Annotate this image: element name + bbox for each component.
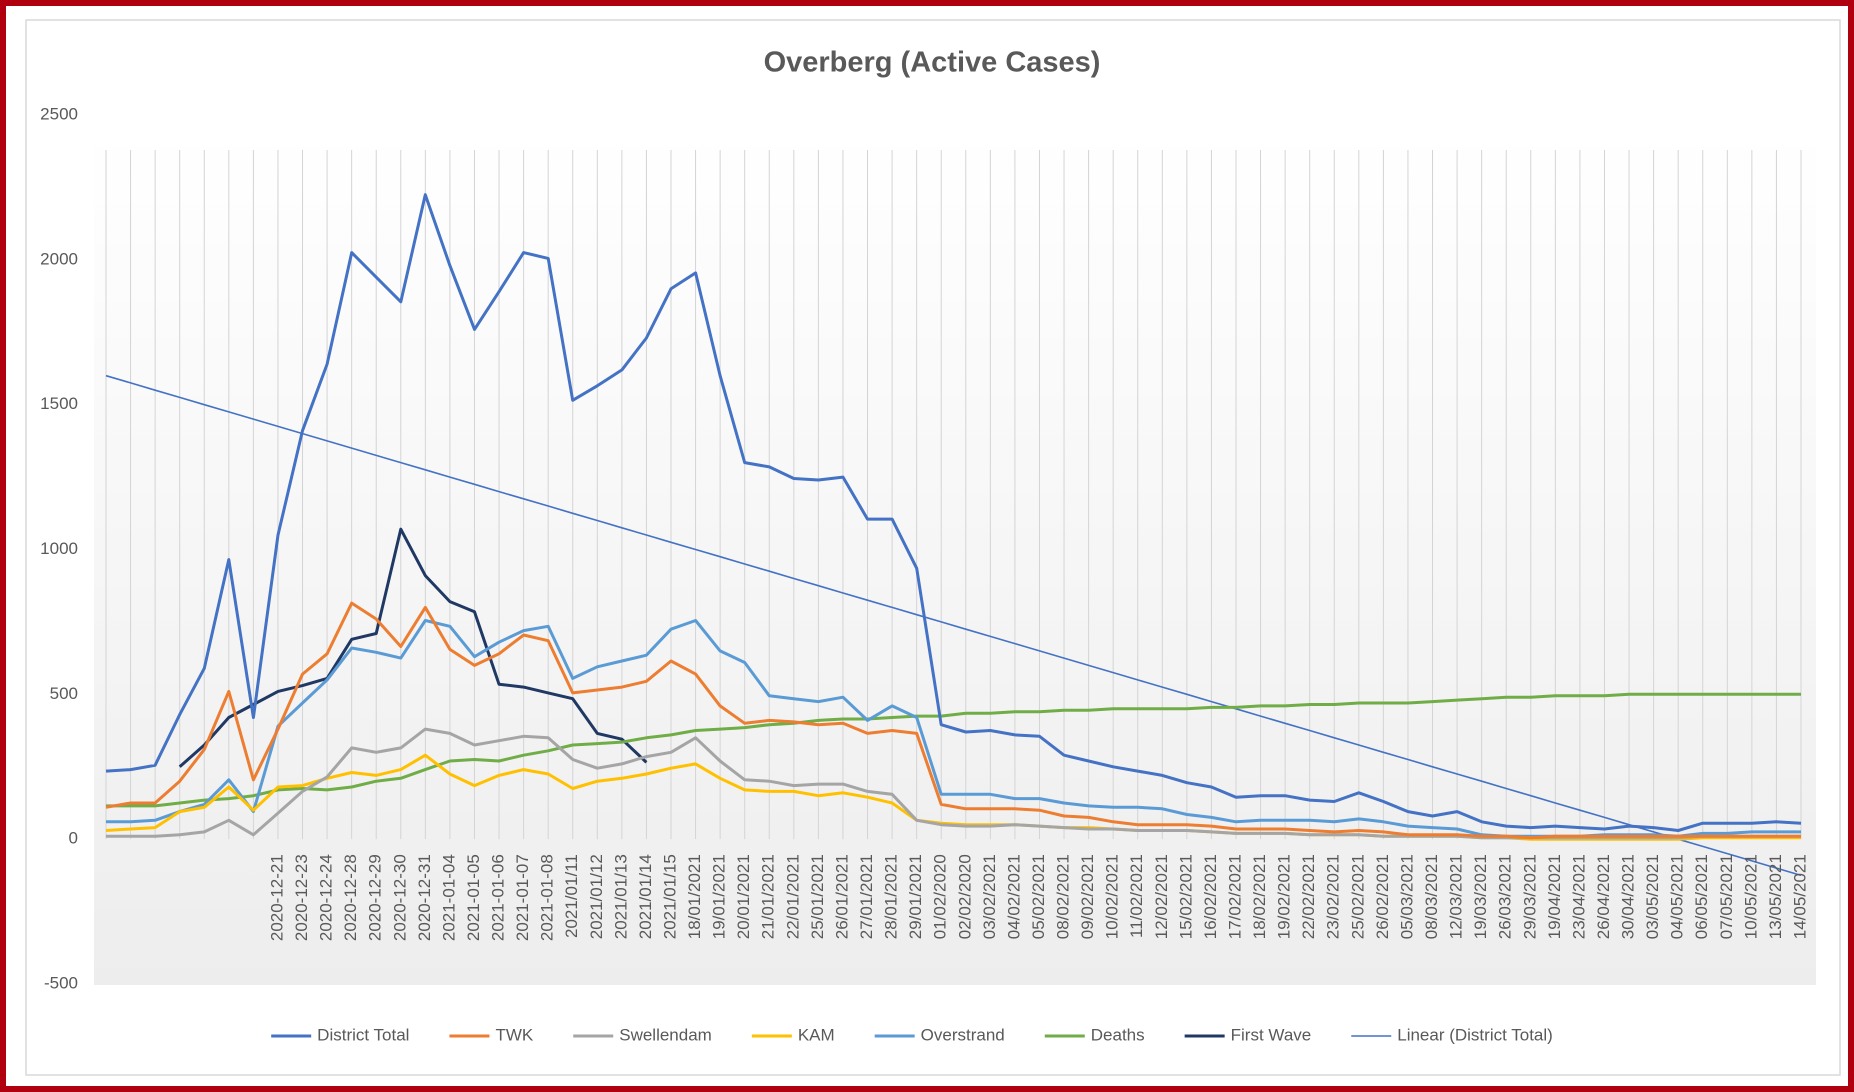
- x-tick-label: 19/02/2021: [1275, 854, 1294, 939]
- y-tick-label: 500: [50, 684, 78, 703]
- x-tick-label: 26/02/2021: [1373, 854, 1392, 939]
- x-tick-label: 29/01/2021: [906, 854, 925, 939]
- x-tick-label: 10/02/2021: [1103, 854, 1122, 939]
- series-line: [106, 692, 1801, 808]
- legend-item: Swellendam: [573, 1025, 712, 1044]
- x-tick-label: 2021/01/12: [587, 854, 606, 939]
- legend-label: Swellendam: [619, 1025, 712, 1044]
- x-tick-label: 01/02/2020: [931, 854, 950, 939]
- x-tick-label: 03/05/2021: [1643, 854, 1662, 939]
- x-tick-label: 29/03/2021: [1520, 854, 1539, 939]
- x-tick-label: 25/01/2021: [808, 854, 827, 939]
- legend-item: Linear (District Total): [1351, 1025, 1553, 1044]
- plot-area: [94, 130, 1816, 985]
- x-tick-label: 12/03/2021: [1447, 854, 1466, 939]
- x-tick-label: 30/04/2021: [1619, 854, 1638, 939]
- x-tick-label: 08/02/2021: [1054, 854, 1073, 939]
- x-tick-label: 08/03/2021: [1422, 854, 1441, 939]
- x-tick-label: 13/05/2021: [1766, 854, 1785, 939]
- y-tick-label: 0: [69, 829, 78, 848]
- y-tick-label: 1000: [40, 539, 78, 558]
- x-tick-label: 15/02/2021: [1176, 854, 1195, 939]
- x-tick-label: 23/04/2021: [1569, 854, 1588, 939]
- x-tick-label: 2021/01/11: [562, 854, 581, 938]
- x-tick-label: 2020-12-23: [292, 854, 311, 941]
- legend-item: District Total: [271, 1025, 409, 1044]
- legend-label: Overstrand: [921, 1025, 1005, 1044]
- x-tick-label: 26/03/2021: [1496, 854, 1515, 939]
- x-tick-label: 26/01/2021: [832, 854, 851, 939]
- legend-item: Deaths: [1044, 1025, 1145, 1044]
- legend-item: Overstrand: [874, 1025, 1005, 1044]
- x-tick-label: 05/03/2021: [1397, 854, 1416, 939]
- x-tick-label: 2021-01-05: [464, 854, 483, 941]
- x-tick-label: 22/02/2021: [1299, 854, 1318, 939]
- legend-label: Deaths: [1091, 1025, 1145, 1044]
- x-tick-label: 26/04/2021: [1594, 854, 1613, 939]
- x-tick-label: 07/05/2021: [1717, 854, 1736, 939]
- legend-label: KAM: [798, 1025, 835, 1044]
- legend-item: TWK: [449, 1025, 534, 1044]
- x-tick-label: 19/04/2021: [1545, 854, 1564, 939]
- x-tick-label: 04/02/2021: [1004, 854, 1023, 939]
- x-tick-label: 04/05/2021: [1668, 854, 1687, 939]
- x-tick-label: 16/02/2021: [1201, 854, 1220, 939]
- x-tick-label: 03/02/2021: [980, 854, 999, 939]
- lines: [105, 193, 1802, 877]
- x-tick-label: 19/03/2021: [1471, 854, 1490, 939]
- x-tick-label: 05/02/2021: [1029, 854, 1048, 939]
- x-tick-label: 10/05/2021: [1741, 854, 1760, 939]
- x-tick-label: 22/01/2021: [783, 854, 802, 939]
- x-tick-label: 2020-12-29: [366, 854, 385, 941]
- y-tick-label: 1500: [40, 394, 78, 413]
- y-tick-label: -500: [44, 973, 78, 992]
- x-tick-label: 11/02/2021: [1127, 854, 1146, 938]
- x-tick-label: 19/01/2021: [710, 854, 729, 939]
- series-line: [105, 601, 1801, 840]
- x-tick-label: 2020-12-30: [390, 854, 409, 941]
- x-tick-label: 2021/01/15: [660, 854, 679, 939]
- x-tick-label: 25/02/2021: [1348, 854, 1367, 939]
- chart-title: Overberg (Active Cases): [764, 47, 1101, 79]
- x-tick-label: 18/02/2021: [1250, 854, 1269, 939]
- x-tick-label: 02/02/2020: [955, 854, 974, 939]
- series-line: [178, 527, 648, 768]
- x-tick-label: 27/01/2021: [857, 854, 876, 939]
- legend-label: District Total: [317, 1025, 409, 1044]
- x-tick-label: 2021/01/14: [636, 854, 655, 939]
- legend: District Total TWK Swellendam KAM Overstrand…: [271, 1025, 1553, 1044]
- x-tick-label: 2021/01/13: [611, 854, 630, 939]
- x-tick-label: 2021-01-07: [513, 854, 532, 941]
- x-tick-label: 2021-01-04: [439, 854, 458, 941]
- x-tick-label: 2020-12-28: [341, 854, 360, 941]
- x-tick-label: 17/02/2021: [1225, 854, 1244, 939]
- labels: -500 0 500 1000 1500 2000 2500 2020-12-21 2020-1…: [40, 104, 1809, 992]
- x-tick-label: 18/01/2021: [685, 854, 704, 939]
- x-tick-label: 2020-12-31: [415, 854, 434, 941]
- legend-label: TWK: [495, 1025, 533, 1044]
- x-tick-label: 28/01/2021: [882, 854, 901, 939]
- x-tick-label: 21/01/2021: [759, 854, 778, 939]
- y-tick-label: 2000: [40, 249, 78, 268]
- y-tick-label: 2500: [40, 104, 78, 123]
- series-line: [105, 193, 1802, 832]
- x-tick-label: 20/01/2021: [734, 854, 753, 939]
- x-tick-label: 2021-01-08: [538, 854, 557, 941]
- legend-item: KAM: [751, 1025, 835, 1044]
- x-tick-label: 23/02/2021: [1324, 854, 1343, 939]
- legend-label: First Wave: [1231, 1025, 1312, 1044]
- x-tick-label: 2020-12-24: [317, 854, 336, 941]
- x-tick-label: 09/02/2021: [1078, 854, 1097, 939]
- series-line: [105, 374, 1802, 877]
- x-tick-label: 2020-12-21: [267, 854, 286, 941]
- x-tick-label: 2021-01-06: [489, 854, 508, 941]
- x-tick-label: 06/05/2021: [1692, 854, 1711, 939]
- chart-border: [25, 19, 1841, 1076]
- x-tick-label: 14/05/2021: [1790, 854, 1809, 939]
- legend-item: First Wave: [1184, 1025, 1312, 1044]
- x-tick-label: 12/02/2021: [1152, 854, 1171, 939]
- legend-label: Linear (District Total): [1397, 1025, 1553, 1044]
